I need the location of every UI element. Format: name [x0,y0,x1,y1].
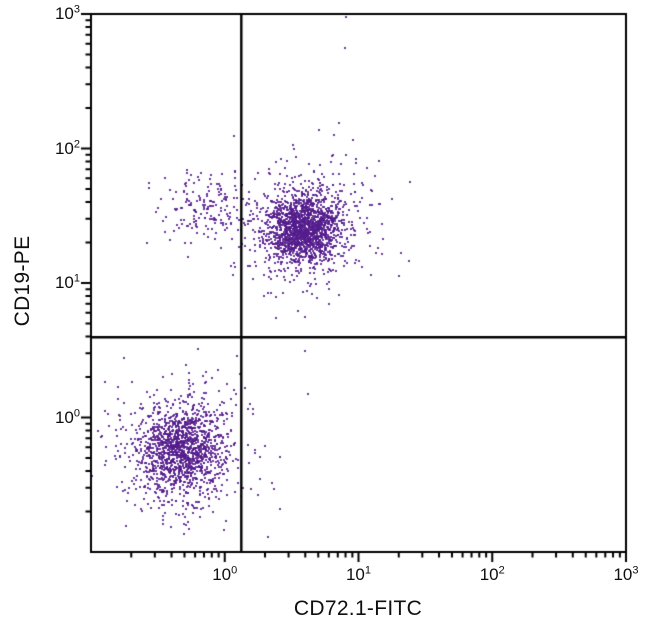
y-tick-label-10e0: 100 [54,406,80,427]
x-tick-label-10e3: 103 [613,564,639,584]
y-tick-label-10e1: 101 [54,272,80,292]
x-tick-label-10e0: 100 [212,564,238,584]
y-axis-title: CD19-PE [11,235,34,327]
y-tick-label-10e3: 103 [54,3,80,23]
x-tick-label-10e1: 101 [345,564,372,584]
y-tick-label-10e2: 102 [54,137,80,158]
x-axis-title: CD72.1-FITC [293,597,423,620]
x-tick-label-10e2: 102 [479,564,505,584]
